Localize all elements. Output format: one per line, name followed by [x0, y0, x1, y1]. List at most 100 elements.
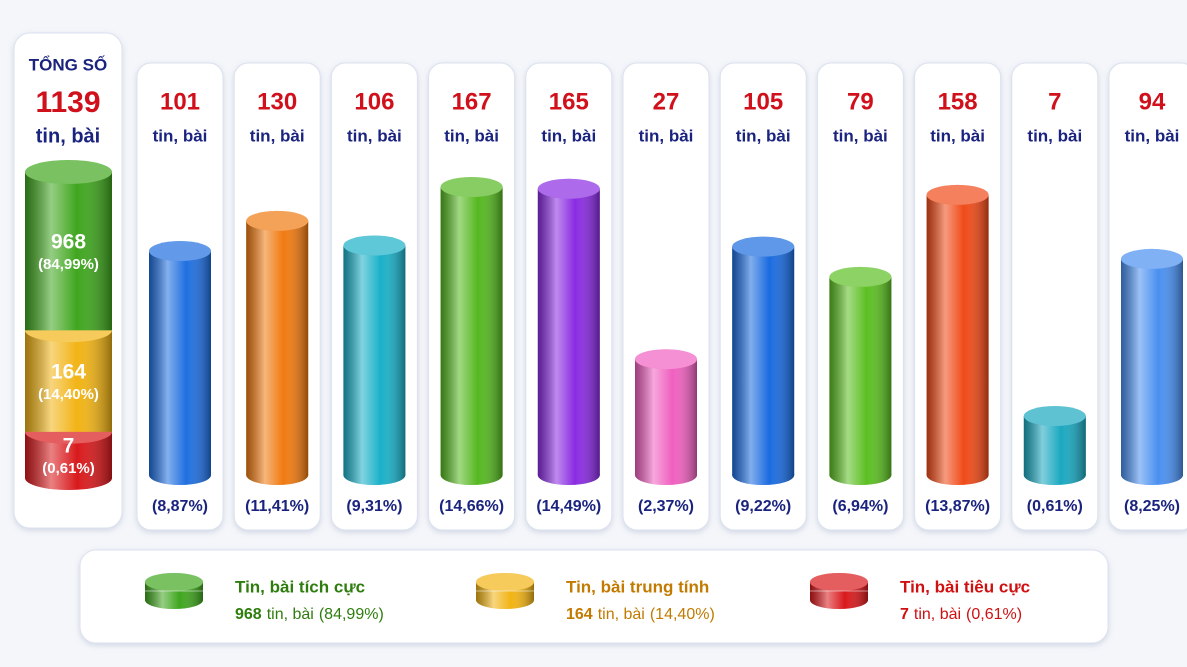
cylinder-top [1121, 248, 1183, 269]
cylinder-top [829, 266, 892, 287]
cylinder-top-light [440, 177, 503, 197]
cylinder-top [145, 573, 203, 591]
legend-name: Tin, bài tiêu cực [900, 577, 1030, 596]
cylinder-top-light [829, 266, 892, 287]
value-label: 79 [847, 88, 874, 115]
unit-label: tin, bài [250, 126, 305, 145]
unit-label: tin, bài [930, 126, 985, 145]
cylinder-top [635, 349, 697, 370]
value-label: 94 [1139, 88, 1166, 115]
value-label: 7 [1048, 88, 1061, 115]
legend-unit: tin, bài [914, 606, 961, 623]
total-unit: tin, bài [36, 125, 100, 147]
bar-shade [926, 194, 989, 475]
unit-label: tin, bài [1027, 126, 1082, 145]
cylinder-top-light [537, 178, 600, 199]
value-label: 158 [938, 88, 978, 115]
unit-label: tin, bài [541, 126, 596, 145]
cylinder-top [732, 236, 795, 257]
bar-shade [149, 251, 211, 475]
cylinder-top [537, 178, 600, 199]
percent-label: (9,22%) [735, 498, 791, 515]
legend-unit: tin, bài [598, 606, 645, 623]
legend-value: 968 [235, 606, 262, 623]
total-value: 1139 [35, 86, 100, 119]
legend-percent: (14,40%) [650, 606, 715, 623]
bar-shade [25, 330, 112, 432]
cylinder-top-light [25, 160, 112, 184]
unit-label: tin, bài [1125, 126, 1180, 145]
cylinder-top [149, 241, 211, 262]
value-label: 130 [257, 88, 297, 115]
bar-shade [343, 245, 406, 475]
cylinder-top-light [732, 236, 795, 257]
cylinder-top [926, 184, 989, 205]
unit-label: tin, bài [639, 126, 694, 145]
legend-detail: 164 tin, bài (14,40%) [566, 606, 715, 623]
value-label: 105 [743, 88, 783, 115]
cylinder-top-light [1121, 248, 1183, 269]
cylinder-top [440, 177, 503, 197]
legend-detail: 7 tin, bài (0,61%) [900, 606, 1022, 623]
percent-label: (2,37%) [638, 498, 694, 515]
segment-percent: (14,40%) [38, 386, 99, 403]
legend-unit: tin, bài [267, 606, 314, 623]
legend-detail: 968 tin, bài (84,99%) [235, 606, 384, 623]
cylinder-top [343, 235, 406, 256]
bar-shade [440, 187, 503, 475]
cylinder-top [810, 573, 868, 591]
value-label: 167 [452, 88, 492, 115]
unit-label: tin, bài [153, 126, 208, 145]
unit-label: tin, bài [347, 126, 402, 145]
unit-label: tin, bài [444, 126, 499, 145]
percent-label: (9,31%) [346, 498, 402, 515]
total-label: TỔNG SỐ [29, 54, 107, 74]
legend-percent: (0,61%) [966, 606, 1022, 623]
legend-percent: (84,99%) [319, 606, 384, 623]
cylinder-top [246, 210, 309, 231]
bar-shade [732, 246, 795, 475]
percent-label: (0,61%) [1027, 498, 1083, 515]
cylinder-top-light [810, 573, 868, 591]
value-label: 165 [549, 88, 589, 115]
unit-label: tin, bài [736, 126, 791, 145]
cylinder-top [1023, 406, 1086, 427]
cylinder-top-light [343, 235, 406, 256]
cylinder-top-light [926, 184, 989, 205]
bar-shade [246, 220, 309, 475]
legend-name: Tin, bài trung tính [566, 577, 709, 596]
cylinder-top-light [1023, 406, 1086, 427]
cylinder-top [25, 160, 112, 184]
percent-label: (14,49%) [536, 498, 601, 515]
segment-percent: (84,99%) [38, 256, 99, 273]
legend-name: Tin, bài tích cực [235, 577, 365, 596]
cylinder-top-light [149, 241, 211, 262]
percent-label: (13,87%) [925, 498, 990, 515]
percent-label: (6,94%) [832, 498, 888, 515]
value-label: 27 [653, 88, 680, 115]
segment-value: 968 [51, 231, 86, 254]
percent-label: (11,41%) [245, 498, 309, 515]
percent-label: (8,25%) [1124, 498, 1180, 515]
segment-value: 164 [51, 361, 86, 384]
bar-shade [537, 188, 600, 476]
bar-shade [829, 276, 892, 475]
cylinder-top [476, 573, 534, 591]
percent-label: (8,87%) [152, 498, 208, 515]
legend [79, 549, 1109, 644]
segment-value: 7 [63, 434, 75, 457]
bar-shade [1121, 258, 1183, 475]
segment-percent: (0,61%) [42, 460, 95, 477]
cylinder-top-light [476, 573, 534, 591]
bar-shade [25, 172, 112, 331]
value-label: 106 [354, 88, 394, 115]
cylinder-top-light [246, 210, 309, 231]
cylinder-top-light [635, 349, 697, 370]
legend-value: 164 [566, 606, 593, 623]
legend-value: 7 [900, 606, 909, 623]
unit-label: tin, bài [833, 126, 888, 145]
value-label: 101 [160, 88, 200, 115]
bar-shade [635, 359, 697, 475]
